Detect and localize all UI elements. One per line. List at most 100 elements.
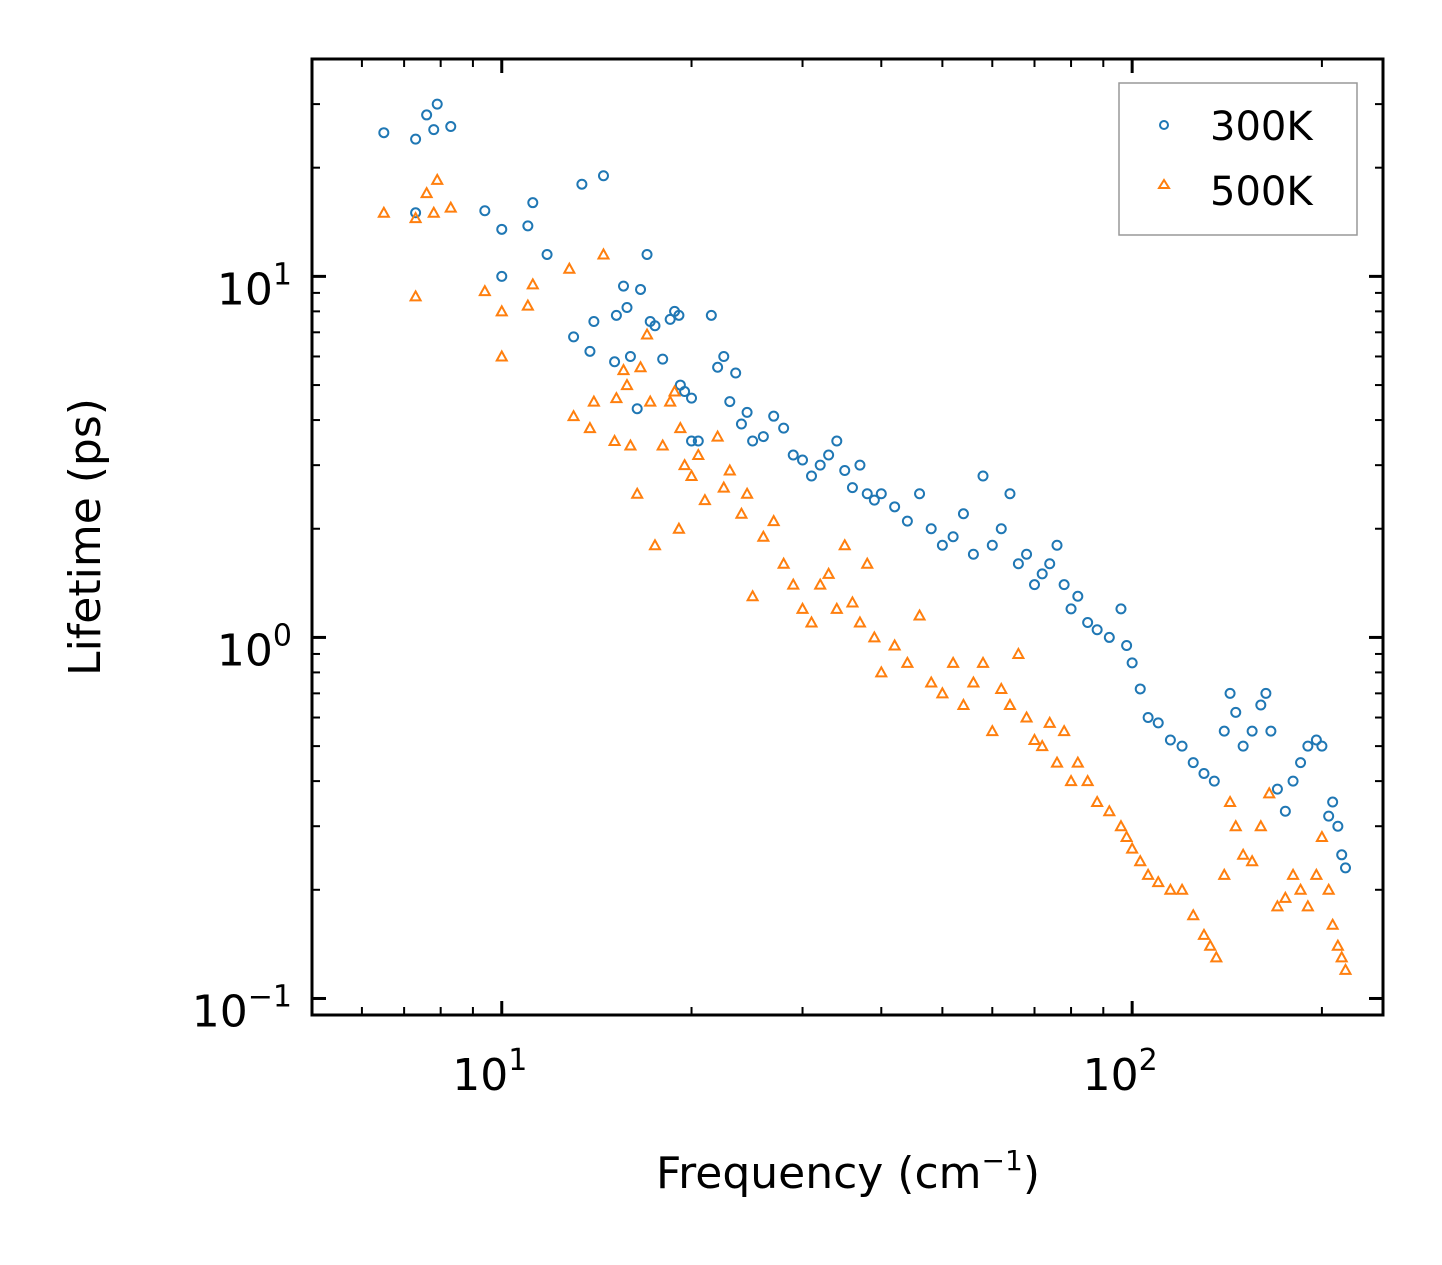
data-point-300k xyxy=(692,435,704,447)
data-point-500k xyxy=(430,172,444,185)
data-point-500k xyxy=(924,675,938,688)
data-point-500k xyxy=(1057,724,1071,737)
data-point-300k xyxy=(901,515,913,527)
data-point-500k xyxy=(633,360,648,373)
data-point-300k xyxy=(1316,740,1328,752)
data-point-500k xyxy=(1315,829,1329,843)
data-point-500k xyxy=(691,447,705,461)
data-point-300k xyxy=(1279,805,1291,817)
data-point-300k xyxy=(735,418,747,430)
data-point-300k xyxy=(1021,548,1033,560)
data-point-300k xyxy=(1091,624,1103,636)
data-point-300k xyxy=(664,313,676,325)
data-point-300k xyxy=(1103,631,1115,643)
data-point-300k xyxy=(679,385,691,397)
data-point-300k xyxy=(823,449,835,461)
data-point-300k xyxy=(1271,783,1283,795)
data-point-500k xyxy=(766,514,781,527)
data-point-500k xyxy=(620,378,634,391)
data-point-500k xyxy=(1151,875,1165,888)
data-point-300k xyxy=(1323,810,1335,822)
data-point-300k xyxy=(1218,725,1230,737)
data-point-500k xyxy=(1301,899,1315,912)
data-point-500k xyxy=(756,529,771,542)
data-point-300k xyxy=(846,482,858,494)
data-point-300k xyxy=(967,548,979,560)
data-point-300k xyxy=(641,248,653,260)
legend-marker-300k xyxy=(1159,120,1169,130)
data-point-500k xyxy=(1090,794,1104,808)
data-point-500k xyxy=(648,538,662,551)
data-point-500k xyxy=(1278,890,1293,903)
data-point-500k xyxy=(1064,774,1078,787)
data-point-300k xyxy=(631,403,643,415)
data-point-300k xyxy=(686,392,698,404)
data-point-300k xyxy=(496,270,508,282)
data-point-500k xyxy=(408,289,423,302)
data-point-500k xyxy=(821,566,836,579)
data-point-500k xyxy=(740,486,754,499)
data-point-500k xyxy=(804,615,819,628)
data-point-500k xyxy=(1071,755,1085,768)
data-point-500k xyxy=(521,298,535,311)
data-point-500k xyxy=(684,468,699,481)
data-point-300k xyxy=(806,470,818,482)
data-point-500k xyxy=(1027,732,1042,745)
legend-label-300k: 300K xyxy=(1210,104,1314,150)
data-point-300k xyxy=(1302,740,1314,752)
data-point-500k xyxy=(1102,804,1117,817)
y-tick-label: 10−1 xyxy=(192,979,292,1037)
data-point-300k xyxy=(522,220,534,232)
data-point-300k xyxy=(496,223,508,235)
data-point-300k xyxy=(1051,539,1063,551)
data-point-300k xyxy=(1072,590,1084,602)
data-point-300k xyxy=(686,435,698,447)
data-point-300k xyxy=(1187,757,1199,769)
data-point-300k xyxy=(1208,775,1220,787)
data-point-300k xyxy=(889,501,901,513)
data-point-500k xyxy=(1011,646,1026,659)
data-point-500k xyxy=(630,486,644,499)
legend-box xyxy=(1118,82,1358,236)
data-point-300k xyxy=(610,309,622,321)
data-point-300k xyxy=(1164,734,1176,746)
data-point-500k xyxy=(1286,867,1300,880)
data-point-500k xyxy=(853,615,867,628)
data-point-300k xyxy=(1310,734,1322,746)
data-point-300k xyxy=(1082,616,1094,628)
data-point-300k xyxy=(1134,683,1146,695)
data-point-300k xyxy=(479,205,491,217)
data-point-300k xyxy=(1115,603,1127,615)
data-point-300k xyxy=(1036,568,1048,580)
data-point-300k xyxy=(541,248,553,260)
data-point-500k xyxy=(408,211,423,224)
data-point-500k xyxy=(1003,697,1017,710)
plot-frame xyxy=(310,57,1385,1017)
data-point-500k xyxy=(830,601,844,614)
data-point-300k xyxy=(705,309,717,321)
data-point-300k xyxy=(747,435,759,447)
data-point-500k xyxy=(976,655,990,668)
data-point-500k xyxy=(900,655,915,668)
data-point-300k xyxy=(1237,740,1249,752)
data-point-300k xyxy=(1126,657,1138,669)
x-tick-labels: 101 102 xyxy=(452,1043,1157,1101)
data-point-300k xyxy=(1265,725,1277,737)
data-point-300k xyxy=(445,121,457,133)
data-point-500k xyxy=(596,247,611,260)
data-point-500k xyxy=(867,630,882,643)
data-point-300k xyxy=(741,406,753,418)
data-point-500k xyxy=(710,429,725,442)
data-point-300k xyxy=(1004,488,1016,500)
data-point-500k xyxy=(1309,867,1324,880)
data-point-300k xyxy=(757,431,769,443)
data-point-500k xyxy=(655,438,670,451)
data-point-300k xyxy=(588,315,600,327)
data-point-300k xyxy=(378,127,390,139)
data-point-500k xyxy=(786,577,800,590)
data-point-500k xyxy=(1229,819,1243,832)
data-point-500k xyxy=(1035,739,1049,752)
data-point-500k xyxy=(795,601,810,614)
data-point-500k xyxy=(946,655,960,668)
